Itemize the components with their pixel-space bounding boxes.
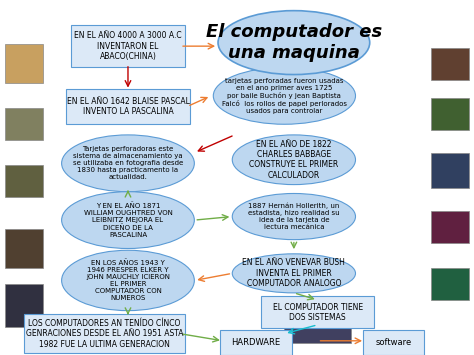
FancyBboxPatch shape (5, 165, 43, 197)
Ellipse shape (232, 193, 356, 240)
Text: EN EL AÑO 4000 A 3000 A.C
INVENTARON EL
ABACO(CHINA): EN EL AÑO 4000 A 3000 A.C INVENTARON EL … (74, 31, 182, 61)
Text: El computador es
una maquina: El computador es una maquina (206, 23, 382, 62)
Text: EN EL AÑO DE 1822
CHARLES BABBAGE
CONSTRUYE EL PRIMER
CALCULADOR: EN EL AÑO DE 1822 CHARLES BABBAGE CONSTR… (249, 140, 338, 180)
FancyBboxPatch shape (261, 296, 374, 328)
FancyBboxPatch shape (363, 330, 424, 355)
FancyBboxPatch shape (220, 330, 292, 355)
Text: EL COMPUTADOR TIENE
DOS SISTEMAS: EL COMPUTADOR TIENE DOS SISTEMAS (273, 303, 363, 322)
FancyBboxPatch shape (431, 98, 469, 130)
FancyBboxPatch shape (5, 108, 43, 140)
Text: 1887 Hernán Hollerith, un
estadista, hizo realidad su
idea de la tarjeta de
lect: 1887 Hernán Hollerith, un estadista, hiz… (248, 203, 340, 230)
FancyBboxPatch shape (5, 229, 43, 268)
Text: HARDWARE: HARDWARE (231, 338, 281, 347)
Ellipse shape (218, 11, 370, 75)
Text: tarjetas perforadas fueron usadas
en el ano primer aves 1725
por baile Buchón y : tarjetas perforadas fueron usadas en el … (222, 78, 347, 114)
Ellipse shape (62, 250, 194, 311)
FancyBboxPatch shape (5, 44, 43, 83)
Text: EN LOS AÑOS 1943 Y
1946 PRESPER ELKER Y
JOHN MAUCHLY ICIERON
EL PRIMER
COMPUTADO: EN LOS AÑOS 1943 Y 1946 PRESPER ELKER Y … (86, 260, 170, 301)
FancyBboxPatch shape (431, 268, 469, 300)
Ellipse shape (232, 254, 356, 293)
Text: Tarjetas perforadoras este
sistema de almacenamiento ya
se utilizaba en fotograf: Tarjetas perforadoras este sistema de al… (73, 146, 183, 180)
FancyBboxPatch shape (284, 307, 351, 343)
FancyBboxPatch shape (71, 25, 185, 67)
FancyBboxPatch shape (66, 89, 190, 124)
FancyBboxPatch shape (5, 284, 43, 327)
Ellipse shape (62, 192, 194, 248)
FancyBboxPatch shape (431, 153, 469, 188)
Text: Y EN EL AÑO 1871
WILLIAM OUGHTRED VON
LEIBNITZ MEJORA EL
DICEÑO DE LA
PASCALINA: Y EN EL AÑO 1871 WILLIAM OUGHTRED VON LE… (83, 202, 173, 238)
FancyBboxPatch shape (431, 211, 469, 243)
Text: EN EL AÑO 1642 BLAISE PASCAL
INVENTO LA PASCALINA: EN EL AÑO 1642 BLAISE PASCAL INVENTO LA … (66, 97, 190, 116)
FancyBboxPatch shape (431, 48, 469, 80)
Ellipse shape (232, 135, 356, 185)
Text: LOS COMPUTADORES AN TENÍDO CÍNCO
GENRACIONES DESDE EL AÑO 1951 ASTA
1982 FUE LA : LOS COMPUTADORES AN TENÍDO CÍNCO GENRACI… (26, 319, 183, 349)
Ellipse shape (213, 67, 356, 124)
FancyBboxPatch shape (24, 314, 185, 353)
Ellipse shape (62, 135, 194, 192)
Text: software: software (375, 338, 411, 347)
Text: EN EL AÑO VENEVAR BUSH
INVENTA EL PRIMER
COMPUTADOR ANALOGO: EN EL AÑO VENEVAR BUSH INVENTA EL PRIMER… (242, 258, 346, 288)
